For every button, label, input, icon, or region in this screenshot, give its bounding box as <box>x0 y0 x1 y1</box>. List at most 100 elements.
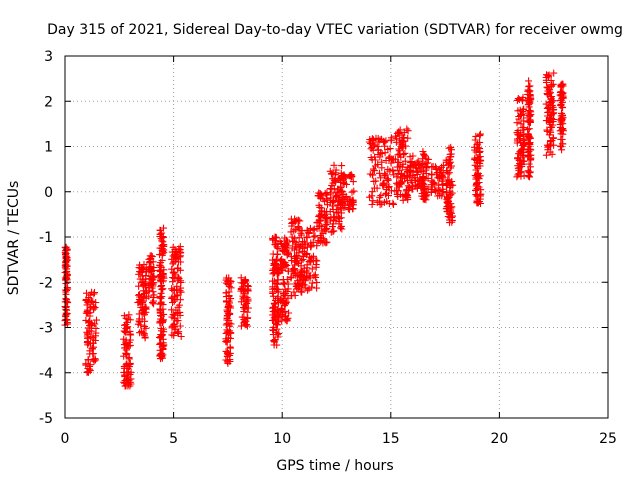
data-point <box>543 90 551 98</box>
data-point <box>550 116 558 123</box>
data-point <box>476 153 484 161</box>
data-point <box>335 220 343 228</box>
data-point <box>397 174 404 182</box>
data-point <box>239 295 247 303</box>
data-point <box>548 123 555 131</box>
data-point <box>241 276 249 284</box>
y-tick-label: 0 <box>44 185 53 201</box>
data-point <box>287 274 295 282</box>
data-point <box>447 208 455 216</box>
data-point <box>287 228 295 236</box>
data-point <box>137 327 145 335</box>
data-point <box>149 299 157 307</box>
data-point <box>237 298 245 306</box>
data-points <box>61 69 567 390</box>
data-point <box>122 349 130 357</box>
data-point <box>223 298 231 306</box>
data-point <box>301 281 309 289</box>
data-point <box>319 239 327 247</box>
data-point <box>307 241 315 249</box>
chart-title: Day 315 of 2021, Sidereal Day-to-day VTE… <box>47 22 623 38</box>
data-point <box>296 217 304 225</box>
data-point <box>124 323 132 331</box>
data-point <box>394 193 402 200</box>
data-point <box>279 266 287 274</box>
data-point <box>378 164 386 172</box>
data-point <box>226 311 234 318</box>
data-point <box>227 284 235 292</box>
data-point <box>62 265 70 273</box>
data-point <box>281 280 288 288</box>
data-point <box>341 203 349 211</box>
data-point <box>377 174 385 182</box>
data-point <box>409 168 417 176</box>
data-point <box>401 149 409 157</box>
data-point <box>240 319 248 326</box>
data-point <box>136 268 144 276</box>
data-point <box>550 141 558 149</box>
data-point <box>295 234 303 242</box>
data-point <box>170 311 178 319</box>
data-point <box>168 255 176 263</box>
data-point <box>424 155 432 163</box>
data-point <box>444 161 452 169</box>
data-point <box>393 134 400 142</box>
data-point <box>448 178 456 185</box>
data-point <box>91 337 99 344</box>
data-point <box>433 169 441 176</box>
data-point <box>437 167 444 175</box>
data-point <box>316 203 324 211</box>
data-point <box>243 322 251 330</box>
data-point <box>83 289 90 297</box>
data-point <box>83 339 91 347</box>
data-point <box>175 274 183 282</box>
data-point <box>444 177 452 185</box>
data-point <box>279 279 287 287</box>
data-point <box>159 285 167 293</box>
data-point <box>225 292 233 300</box>
data-point <box>389 199 397 207</box>
data-point <box>277 296 284 304</box>
data-point <box>139 275 147 283</box>
data-point <box>345 198 353 206</box>
data-point <box>278 306 286 314</box>
data-point <box>301 249 309 257</box>
data-point <box>316 222 324 230</box>
data-point <box>375 146 382 154</box>
data-point <box>431 163 439 171</box>
data-point <box>62 253 70 261</box>
data-point <box>159 241 167 249</box>
data-point <box>123 375 130 383</box>
data-point <box>122 328 130 336</box>
data-point <box>386 167 394 175</box>
data-point <box>421 194 429 202</box>
data-point <box>288 233 296 241</box>
data-point <box>387 159 395 167</box>
data-point <box>85 317 93 325</box>
data-point <box>146 259 153 267</box>
data-point <box>158 244 166 252</box>
data-point <box>222 289 230 297</box>
data-point <box>169 243 177 251</box>
data-point <box>525 96 533 104</box>
data-point <box>86 367 94 375</box>
data-point <box>473 163 481 171</box>
data-point <box>284 285 292 293</box>
data-point <box>126 336 134 344</box>
data-point <box>126 330 134 338</box>
data-point <box>368 135 376 143</box>
data-point <box>278 261 285 269</box>
data-point <box>174 264 181 272</box>
data-point <box>278 240 286 248</box>
data-point <box>524 126 532 134</box>
data-point <box>310 272 318 280</box>
data-point <box>287 215 295 223</box>
data-point <box>149 288 157 296</box>
data-point <box>472 187 479 194</box>
data-point <box>436 191 444 199</box>
data-point <box>138 297 146 305</box>
data-point <box>141 322 148 330</box>
data-point <box>558 116 566 123</box>
data-point <box>93 316 100 324</box>
data-point <box>544 146 552 154</box>
